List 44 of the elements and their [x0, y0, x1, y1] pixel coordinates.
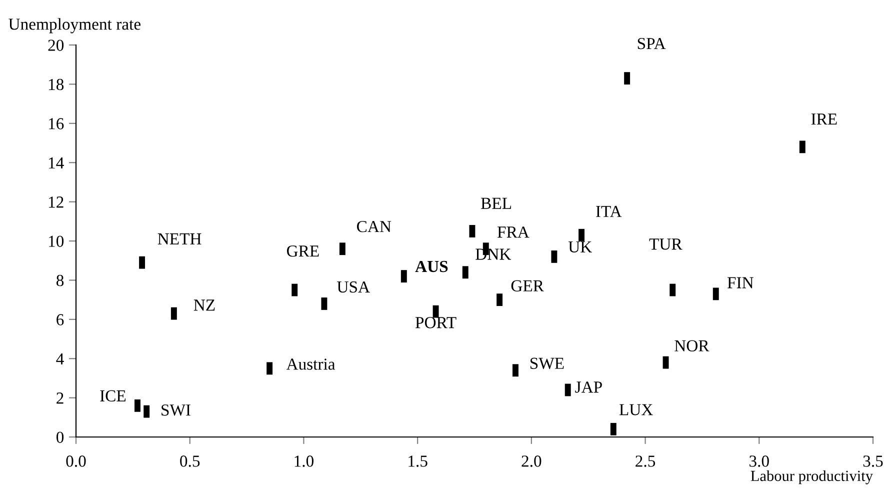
y-tick-label: 2 — [56, 392, 64, 404]
x-tick-label: 0.5 — [180, 456, 200, 467]
annotation: BEL — [481, 198, 512, 209]
annotation: ITA — [596, 206, 622, 217]
y-tick-label: 4 — [56, 353, 64, 364]
annotation: Austria — [286, 358, 336, 370]
annotation: GRE — [286, 245, 319, 257]
annotation: ICE — [100, 390, 126, 402]
y-axis-title: Unemployment rate — [8, 18, 141, 34]
x-tick-label: 2.0 — [522, 456, 542, 467]
annotation: GER — [511, 280, 544, 292]
x-tick-label: 1.5 — [408, 456, 428, 467]
x-tick-label: 3.0 — [750, 456, 769, 467]
y-tick-label: 20 — [48, 40, 64, 51]
x-tick-label: 3.5 — [863, 456, 883, 467]
annotation: NETH — [158, 233, 202, 244]
y-tick-label: 18 — [48, 78, 64, 90]
annotation: LUX — [619, 404, 653, 416]
y-tick-label: 10 — [48, 236, 64, 247]
x-tick-label: 2.5 — [636, 456, 656, 467]
y-tick-label: 8 — [56, 274, 64, 286]
annotation: SWE — [530, 358, 564, 370]
annotation: IRE — [811, 114, 837, 125]
annotation: CAN — [357, 220, 392, 232]
annotation: PORT — [415, 317, 456, 328]
y-tick-label: 0 — [56, 432, 64, 443]
annotation: USA — [337, 281, 370, 293]
y-tick-label: 16 — [48, 118, 64, 130]
y-tick-label: 14 — [48, 157, 64, 168]
annotation: TUR — [649, 238, 682, 250]
annotation: JAP — [575, 382, 602, 393]
annotation: SWI — [162, 404, 190, 416]
y-tick-label: 6 — [56, 314, 64, 326]
x-tick-label: 0.0 — [66, 456, 86, 467]
annotation: NOR — [674, 340, 710, 352]
annotation: UK — [568, 241, 592, 253]
y-tick-label: 12 — [48, 196, 64, 208]
annotation: FRA — [497, 226, 530, 238]
annotation: NZ — [194, 300, 215, 311]
annotation: AUS — [415, 260, 448, 272]
x-axis-title: Labour productivity — [750, 470, 873, 484]
annotation: SPA — [638, 38, 666, 50]
x-tick-label: 1.0 — [294, 456, 314, 467]
annotation: FIN — [727, 277, 754, 288]
